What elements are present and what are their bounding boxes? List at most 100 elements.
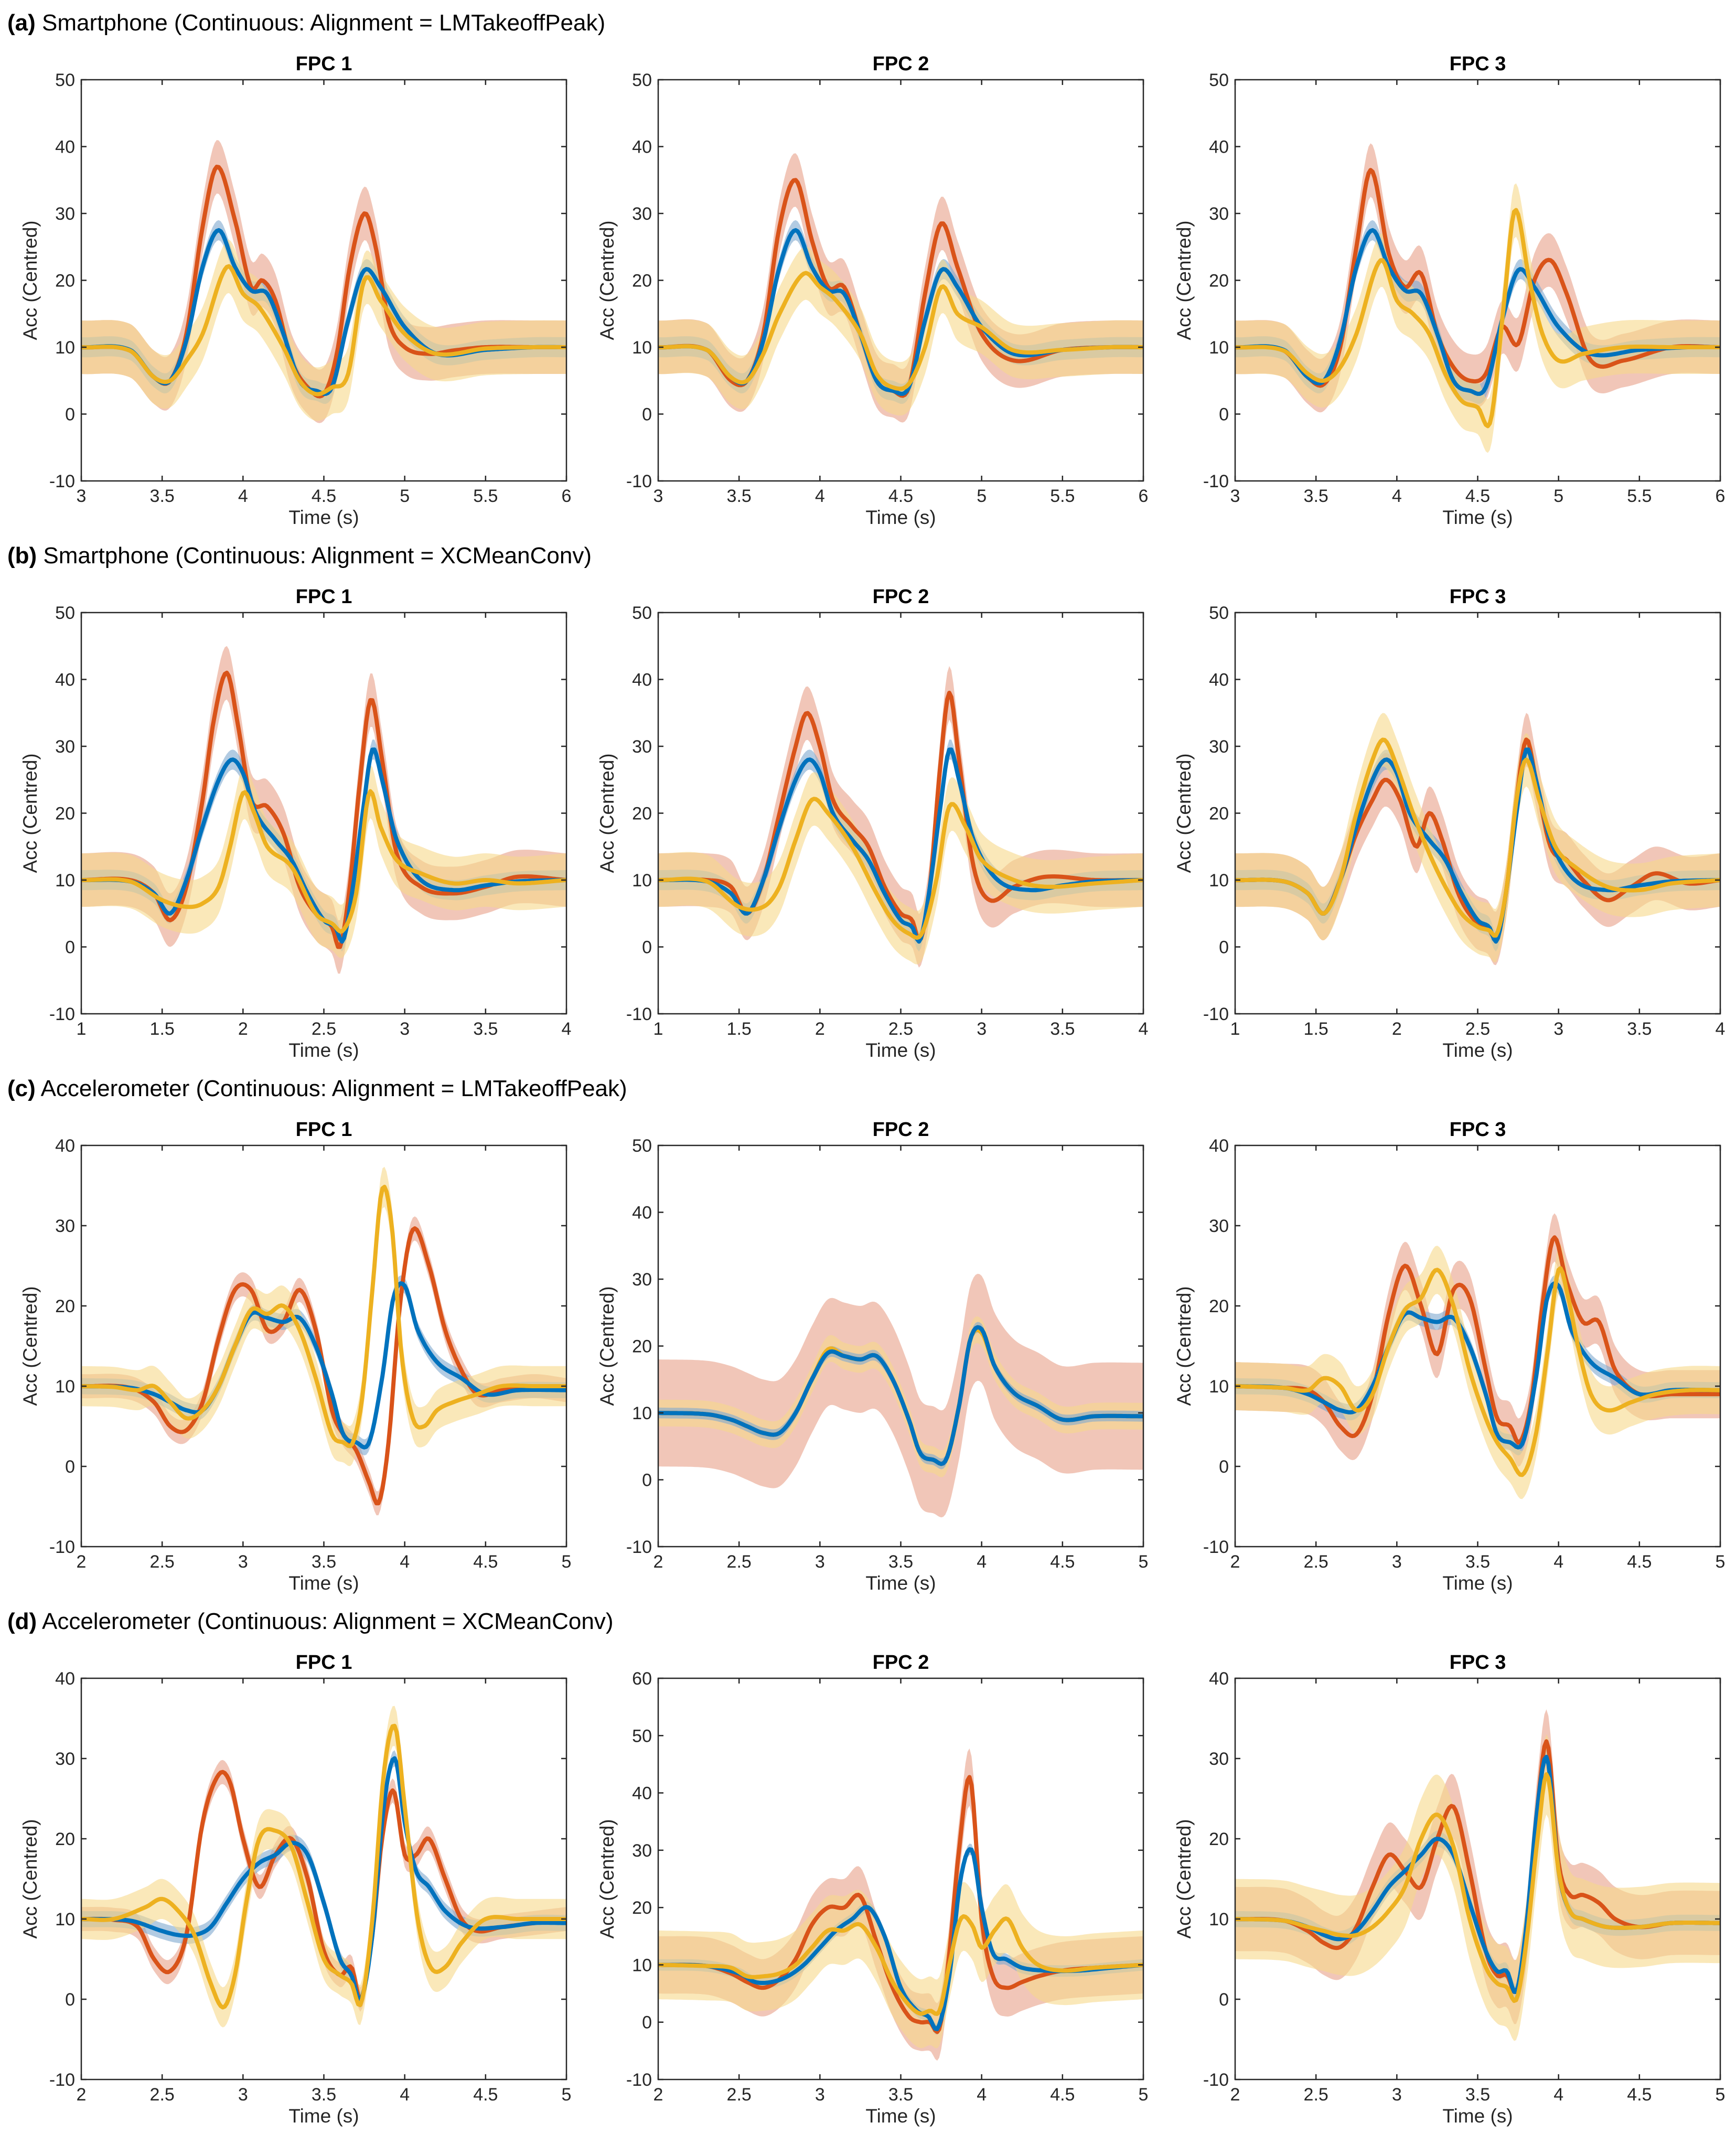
y-axis-label: Acc (Centred) <box>596 753 618 873</box>
x-tick-label: 3 <box>815 1552 825 1572</box>
x-axis-label: Time (s) <box>288 1039 359 1061</box>
y-axis-label: Acc (Centred) <box>1173 220 1195 340</box>
x-tick-label: 3.5 <box>888 2085 913 2105</box>
band-lower <box>1235 713 1720 962</box>
panel-title: FPC 2 <box>873 1652 929 1674</box>
series-line-lower <box>1235 208 1720 428</box>
y-tick-label: 50 <box>55 70 75 90</box>
y-tick-label: 20 <box>632 1898 652 1918</box>
x-tick-label: 4.5 <box>1627 1552 1652 1572</box>
x-axis-label: Time (s) <box>1442 1039 1513 1061</box>
y-tick-label: 0 <box>1219 1457 1229 1477</box>
y-tick-label: 0 <box>642 2013 652 2033</box>
x-axis-label: Time (s) <box>865 2105 936 2127</box>
series-line-lower <box>1235 1266 1720 1477</box>
x-tick-label: 2 <box>653 2085 663 2105</box>
x-tick-label: 3.5 <box>1465 1552 1490 1572</box>
panel-d-fpc3: 2 2.5 3 3.5 4 4.5 5 -10 0 10 20 30 40 FPC 3 Time (s) Ac… <box>1173 1652 1725 2127</box>
y-tick-label: 20 <box>55 804 75 824</box>
y-tick-label: 30 <box>632 737 652 757</box>
panel-a-fpc3: 3 3.5 4 4.5 5 5.5 6 -10 0 10 20 30 40 50 FPC 3 Time (s)… <box>1173 53 1725 528</box>
y-tick-label: 30 <box>55 1216 75 1236</box>
y-tick-label: 50 <box>632 70 652 90</box>
x-tick-label: 3.5 <box>1465 2085 1490 2105</box>
section-letter: (b) <box>7 543 37 569</box>
x-tick-label: 4 <box>1392 486 1402 506</box>
band-lower <box>658 1882 1143 2049</box>
panel-c-fpc3: 2 2.5 3 3.5 4 4.5 5 -10 0 10 20 30 40 FPC 3 Time (s) Ac… <box>1173 1119 1725 1594</box>
x-tick-label: 2.5 <box>1304 2085 1328 2105</box>
series-line-lower <box>1235 737 1720 938</box>
panel-b-fpc1: 1 1.5 2 2.5 3 3.5 4 -10 0 10 20 30 40 50 FPC 1 Time (s)… <box>19 586 571 1061</box>
band-lower <box>1235 1734 1720 2041</box>
y-tick-label: 40 <box>55 670 75 690</box>
x-tick-label: 3.5 <box>150 486 175 506</box>
y-axis-label: Acc (Centred) <box>1173 753 1195 873</box>
y-tick-label: 40 <box>1209 1669 1229 1689</box>
y-tick-label: 40 <box>1209 137 1229 157</box>
x-tick-label: 3.5 <box>888 1552 913 1572</box>
x-tick-label: 4.5 <box>1050 1552 1075 1572</box>
y-tick-label: 10 <box>632 338 652 358</box>
x-tick-label: 3 <box>815 2085 825 2105</box>
data-layer <box>658 666 1143 968</box>
series-line-lower <box>658 271 1143 391</box>
x-axis-label: Time (s) <box>865 1039 936 1061</box>
x-tick-label: 4.5 <box>1627 2085 1652 2105</box>
plot-area <box>81 1145 566 1547</box>
x-tick-label: 1 <box>77 1019 87 1039</box>
y-tick-label: 50 <box>55 603 75 623</box>
x-tick-label: 4 <box>1716 1019 1726 1039</box>
y-tick-label: 10 <box>55 1377 75 1397</box>
x-tick-label: 4.5 <box>1050 2085 1075 2105</box>
y-tick-label: 30 <box>632 1841 652 1861</box>
x-tick-label: 4 <box>977 1552 987 1572</box>
x-tick-label: 2 <box>1230 1552 1240 1572</box>
y-tick-label: 30 <box>1209 737 1229 757</box>
y-tick-label: 10 <box>55 871 75 891</box>
section-title-b: (b) Smartphone (Continuous: Alignment = … <box>7 543 592 569</box>
panel-c-fpc2: 2 2.5 3 3.5 4 4.5 5 -10 0 10 20 30 40 50 FPC 2 Time (s)… <box>596 1119 1148 1594</box>
y-tick-label: 20 <box>55 271 75 291</box>
series-line-lower <box>81 1723 566 2010</box>
y-tick-label: 40 <box>632 137 652 157</box>
x-tick-label: 2.5 <box>727 1552 752 1572</box>
y-tick-label: 20 <box>632 271 652 291</box>
series-line-mean <box>658 1325 1143 1466</box>
panel-d-fpc2: 2 2.5 3 3.5 4 4.5 5 -10 0 10 20 30 40 50 60 FPC 2 Time (… <box>596 1652 1148 2127</box>
y-tick-label: 50 <box>632 1136 652 1156</box>
y-axis-label: Acc (Centred) <box>596 220 618 340</box>
x-axis-label: Time (s) <box>1442 507 1513 528</box>
y-tick-label: 50 <box>1209 603 1229 623</box>
y-tick-label: 40 <box>1209 1136 1229 1156</box>
panel-a-fpc2: 3 3.5 4 4.5 5 5.5 6 -10 0 10 20 30 40 50 FPC 2 Time (s)… <box>596 53 1148 528</box>
data-layer <box>658 1273 1143 1518</box>
x-tick-label: 5 <box>562 1552 572 1572</box>
x-tick-label: 5 <box>1139 1552 1149 1572</box>
x-tick-label: 1 <box>653 1019 663 1039</box>
y-tick-label: 40 <box>1209 670 1229 690</box>
y-tick-label: 40 <box>55 1136 75 1156</box>
y-tick-label: 0 <box>1219 405 1229 425</box>
series-line-mean <box>1235 228 1720 396</box>
x-tick-label: 2 <box>238 1019 248 1039</box>
y-tick-label: 40 <box>632 1784 652 1804</box>
panel-title: FPC 1 <box>296 586 352 608</box>
x-axis-label: Time (s) <box>1442 2105 1513 2127</box>
y-tick-label: 60 <box>632 1669 652 1689</box>
x-tick-label: 1.5 <box>727 1019 752 1039</box>
panel-c-fpc1: 2 2.5 3 3.5 4 4.5 5 -10 0 10 20 30 40 FPC 1 Time (s) Ac… <box>19 1119 571 1594</box>
y-tick-label: 20 <box>632 804 652 824</box>
panel-b-fpc2: 1 1.5 2 2.5 3 3.5 4 -10 0 10 20 30 40 50 FPC 2 Time (s)… <box>596 586 1148 1061</box>
y-axis-label: Acc (Centred) <box>19 1286 41 1406</box>
x-tick-label: 4 <box>1553 2085 1563 2105</box>
y-tick-label: 30 <box>55 1749 75 1769</box>
plot-area <box>81 1678 566 2079</box>
panel-title: FPC 2 <box>873 586 929 608</box>
x-tick-label: 2.5 <box>312 1019 336 1039</box>
y-tick-label: 10 <box>1209 1377 1229 1397</box>
x-tick-label: 1.5 <box>150 1019 175 1039</box>
y-axis-label: Acc (Centred) <box>19 1819 41 1938</box>
y-tick-label: 40 <box>632 670 652 690</box>
x-tick-label: 5 <box>400 486 410 506</box>
